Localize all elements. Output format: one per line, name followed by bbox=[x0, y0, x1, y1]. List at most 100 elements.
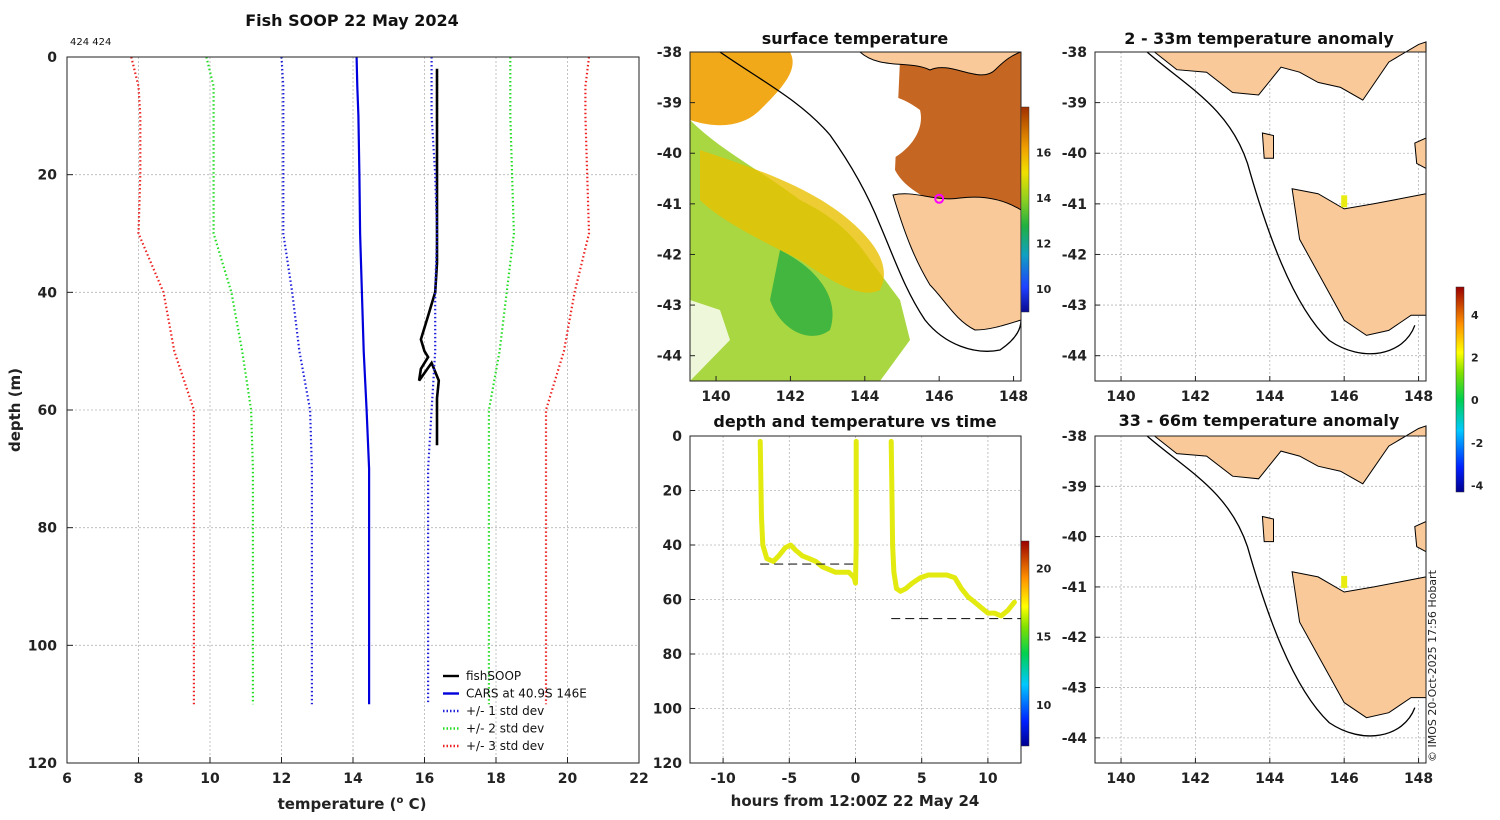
time-panel: depth and temperature vs time -10 -5 0 5 100… bbox=[653, 412, 1052, 810]
anomaly-colorbar-label: -2 bbox=[1471, 437, 1483, 450]
time-xtick-label: 10 bbox=[978, 771, 998, 787]
profile-xtick-label: 14 bbox=[343, 771, 363, 787]
profile-legend: fishSOOP CARS at 40.9S 146E +/- 1 std dev +… bbox=[443, 669, 587, 753]
sst-colorbar-ticks: 10 12 14 16 bbox=[1036, 147, 1052, 297]
profile-series-4-line bbox=[544, 56, 591, 705]
anomaly-colorbar-label: -4 bbox=[1471, 480, 1484, 493]
sst-xtick-label: 148 bbox=[999, 389, 1028, 405]
anomaly-lower-ticks: 140 142 144 146 148 -38 -39 -40 -41 -42 -43 -44 bbox=[1062, 429, 1433, 787]
sst-green-patch bbox=[770, 250, 833, 336]
anomaly-lower-ytick-label: -39 bbox=[1062, 479, 1087, 495]
sst-xtick-label: 142 bbox=[776, 389, 805, 405]
profile-xtick-label: 20 bbox=[558, 771, 578, 787]
sst-ytick-label: -38 bbox=[657, 45, 682, 61]
anomaly-upper-ticks: 140 142 144 146 148 -38 -39 -40 -41 -42 -43 -44 bbox=[1062, 45, 1433, 405]
time-colorbar-ticks: 10 15 20 bbox=[1036, 562, 1052, 712]
anomaly-lower-xtick-label: 142 bbox=[1181, 771, 1210, 787]
anomaly-upper-ytick-label: -44 bbox=[1062, 349, 1088, 365]
sst-colorbar bbox=[1020, 106, 1030, 313]
sst-tasmania bbox=[892, 193, 1021, 331]
anomaly-upper-xtick-label: 140 bbox=[1106, 389, 1135, 405]
profile-grid bbox=[66, 56, 640, 764]
anomaly-upper-ytick-label: -41 bbox=[1062, 197, 1087, 213]
time-ytick-label: 80 bbox=[663, 647, 683, 663]
profile-xtick-label: 12 bbox=[272, 771, 291, 787]
sst-colorbar-label: 14 bbox=[1036, 192, 1052, 205]
sst-panel: surface temperature 140 142 144 146 148 -38 -3… bbox=[657, 29, 1052, 405]
profile-ylabel: depth (m) bbox=[6, 368, 24, 452]
anomaly-lower-shelf-contour bbox=[1146, 435, 1416, 737]
legend-label-0: fishSOOP bbox=[466, 669, 521, 683]
time-track-0 bbox=[757, 438, 859, 586]
anomaly-lower-ytick-label: -42 bbox=[1062, 630, 1087, 646]
profile-ytick-label: 120 bbox=[28, 756, 57, 772]
profile-series-3-line bbox=[205, 56, 254, 705]
anomaly-lower-tasmania bbox=[1291, 571, 1427, 719]
legend-label-2: +/- 1 std dev bbox=[466, 704, 544, 718]
profile-title: Fish SOOP 22 May 2024 bbox=[245, 11, 459, 30]
sst-field bbox=[690, 52, 1021, 381]
time-series bbox=[757, 438, 1021, 620]
time-ytick-label: 40 bbox=[663, 538, 683, 554]
anomaly-lower-flinders-island bbox=[1414, 520, 1427, 553]
sst-ytick-label: -39 bbox=[657, 96, 682, 112]
anomaly-upper-ytick-label: -42 bbox=[1062, 247, 1087, 263]
anomaly-upper-ytick-label: -40 bbox=[1062, 146, 1088, 162]
anomaly-upper-title: 2 - 33m temperature anomaly bbox=[1124, 29, 1394, 48]
anomaly-upper-xtick-label: 148 bbox=[1404, 389, 1433, 405]
anomaly-lower-ytick-label: -38 bbox=[1062, 429, 1087, 445]
time-xlabel: hours from 12:00Z 22 May 24 bbox=[731, 792, 980, 810]
time-xtick-label: -5 bbox=[782, 771, 798, 787]
sst-title: surface temperature bbox=[762, 29, 949, 48]
profile-xtick-label: 10 bbox=[200, 771, 220, 787]
time-track-1 bbox=[888, 438, 1017, 619]
anomaly-upper-king-island bbox=[1261, 132, 1274, 159]
profile-xtick-label: 6 bbox=[62, 771, 72, 787]
anomaly-lower-panel: 33 - 66m temperature anomaly 140 142 144 14… bbox=[1062, 411, 1433, 787]
sst-warm-water-north bbox=[690, 52, 793, 126]
profile-ytick-label: 0 bbox=[47, 50, 57, 66]
anomaly-lower-axes-box bbox=[1094, 435, 1427, 764]
anomaly-lower-title: 33 - 66m temperature anomaly bbox=[1119, 411, 1400, 430]
profile-series-0-line bbox=[417, 68, 441, 446]
credit-text: © IMOS 20-Oct-2025 17:56 Hobart bbox=[1426, 569, 1439, 762]
time-ytick-label: 20 bbox=[663, 484, 683, 500]
anomaly-lower-king-island bbox=[1261, 515, 1274, 543]
profile-series bbox=[130, 56, 591, 705]
profile-series-4-line bbox=[130, 56, 195, 705]
profile-xtick-label: 18 bbox=[486, 771, 505, 787]
sst-mixed-water bbox=[700, 150, 884, 293]
profile-xtick-label: 8 bbox=[134, 771, 144, 787]
anomaly-lower-ytick-label: -44 bbox=[1062, 731, 1088, 747]
anomaly-upper-xtick-label: 144 bbox=[1255, 389, 1284, 405]
time-ytick-label: 120 bbox=[653, 756, 682, 772]
time-xtick-label: 5 bbox=[917, 771, 927, 787]
sst-ship-marker bbox=[934, 193, 945, 204]
sst-xtick-label: 144 bbox=[850, 389, 879, 405]
anomaly-upper-map bbox=[1094, 41, 1427, 382]
profile-ytick-label: 80 bbox=[38, 521, 58, 537]
profile-series-3-line bbox=[487, 57, 516, 705]
sst-ytick-label: -40 bbox=[657, 146, 683, 162]
anomaly-upper-mainland bbox=[1153, 41, 1427, 101]
legend-label-3: +/- 2 std dev bbox=[466, 722, 544, 736]
profile-subtitle: 424 424 bbox=[70, 37, 111, 48]
sst-ytick-label: -42 bbox=[657, 247, 682, 263]
anomaly-upper-anomaly-point-0 bbox=[1341, 195, 1348, 208]
time-xtick-label: -10 bbox=[710, 771, 736, 787]
profile-series-2-line bbox=[280, 56, 313, 705]
anomaly-colorbar-label: 0 bbox=[1471, 394, 1479, 407]
profile-ytick-label: 20 bbox=[38, 168, 58, 184]
anomaly-lower-xtick-label: 144 bbox=[1255, 771, 1284, 787]
anomaly-upper-flinders-island bbox=[1414, 137, 1427, 170]
anomaly-upper-axes-box bbox=[1094, 51, 1427, 382]
time-title: depth and temperature vs time bbox=[713, 412, 996, 431]
legend-label-4: +/- 3 std dev bbox=[466, 739, 544, 753]
sst-colorbar-label: 12 bbox=[1036, 238, 1051, 251]
anomaly-colorbar-label: 4 bbox=[1471, 309, 1479, 322]
sst-cloud-gap-2 bbox=[760, 115, 850, 155]
anomaly-colorbar bbox=[1455, 286, 1465, 493]
sst-xtick-label: 140 bbox=[701, 389, 730, 405]
profile-ticks: 6 8 10 12 14 16 18 20 22 0 20 40 60 80 100 120 bbox=[28, 50, 649, 787]
